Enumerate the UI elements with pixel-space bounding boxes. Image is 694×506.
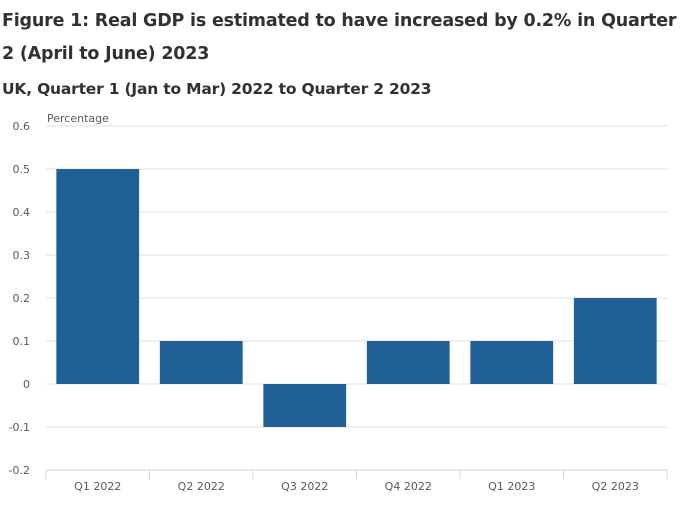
x-axis: Q1 2022 Q2 2022 Q3 2022 Q4 2022 Q1 2023 Q2 20… (45, 469, 668, 493)
y-tick-label: 0.4 (13, 206, 31, 219)
y-tick-label: 0 (23, 378, 30, 391)
chart-title: Figure 1: Real GDP is estimated to have … (2, 11, 677, 64)
y-tick-label: 0.6 (13, 120, 31, 133)
x-tick-label: Q1 2023 (488, 480, 535, 493)
bar-q3-2022[interactable] (263, 384, 347, 427)
bar-q4-2022[interactable] (366, 341, 450, 384)
x-tick-label: Q2 2022 (178, 480, 225, 493)
bars (56, 169, 657, 427)
bar-q1-2022[interactable] (56, 169, 140, 384)
y-tick-label: -0.1 (9, 421, 30, 434)
y-tick-label: -0.2 (9, 464, 30, 477)
gridlines (46, 125, 667, 428)
x-tick-label: Q3 2022 (281, 480, 328, 493)
x-tick-label: Q2 2023 (592, 480, 639, 493)
x-tick-label: Q1 2022 (74, 480, 121, 493)
chart-subtitle: UK, Quarter 1 (Jan to Mar) 2022 to Quart… (2, 80, 432, 98)
y-tick-label: 0.3 (13, 249, 31, 262)
bar-q1-2023[interactable] (470, 341, 554, 384)
y-axis-label: Percentage (47, 112, 109, 125)
y-tick-label: 0.5 (13, 163, 31, 176)
bar-q2-2023[interactable] (573, 298, 657, 384)
y-axis-ticks: 0.6 0.5 0.4 0.3 0.2 0.1 0 -0.1 -0.2 (9, 120, 30, 477)
bar-q2-2022[interactable] (159, 341, 243, 384)
y-tick-label: 0.2 (13, 292, 31, 305)
y-tick-label: 0.1 (13, 335, 31, 348)
x-tick-label: Q4 2022 (385, 480, 432, 493)
